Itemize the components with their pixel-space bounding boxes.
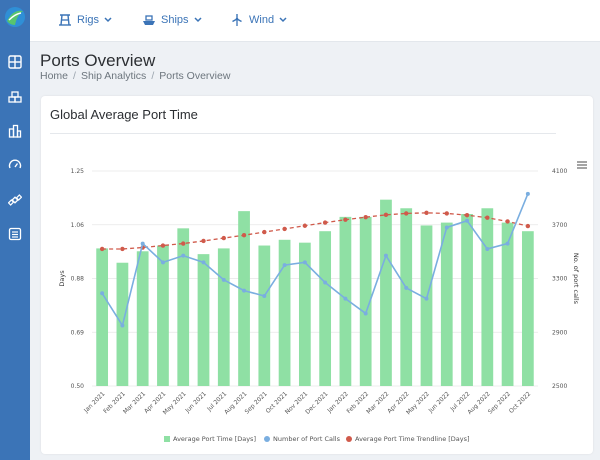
card-divider [50,133,556,134]
top-nav-bar [30,0,600,42]
chevron-down-icon [279,17,287,23]
satellite-icon[interactable] [5,190,25,210]
wind-turbine-icon [232,14,242,26]
rig-icon [59,14,71,26]
nav-wind[interactable]: Wind [230,13,287,27]
breadcrumb-current: Ports Overview [159,70,231,82]
app-logo[interactable] [4,6,26,28]
nav-wind-label: Wind [249,14,275,26]
breadcrumb-separator: / [73,70,76,82]
containers-icon[interactable] [5,87,25,107]
ship-icon [143,15,155,25]
nav-ships[interactable]: Ships [142,13,202,27]
sidebar [0,0,30,460]
page-title: Ports Overview [40,51,156,70]
breadcrumb-ship-analytics[interactable]: Ship Analytics [80,70,147,82]
nav-ships-label: Ships [161,14,189,26]
speedometer-icon[interactable] [5,155,25,175]
card-title: Global Average Port Time [50,107,198,122]
breadcrumb-separator: / [151,70,155,82]
nav-rigs-label: Rigs [77,14,100,26]
hamburger-menu-icon[interactable] [577,156,587,169]
chart-card [41,96,593,454]
buildings-icon[interactable] [5,121,25,141]
breadcrumb-home[interactable]: Home [40,70,69,82]
nav-rigs[interactable]: Rigs [58,13,112,27]
breadcrumb: Home / Ship Analytics / Ports Overview [40,70,230,82]
chevron-down-icon [104,17,112,23]
list-icon[interactable] [5,224,25,244]
dashboard-icon[interactable] [5,52,25,72]
chevron-down-icon [194,17,202,23]
